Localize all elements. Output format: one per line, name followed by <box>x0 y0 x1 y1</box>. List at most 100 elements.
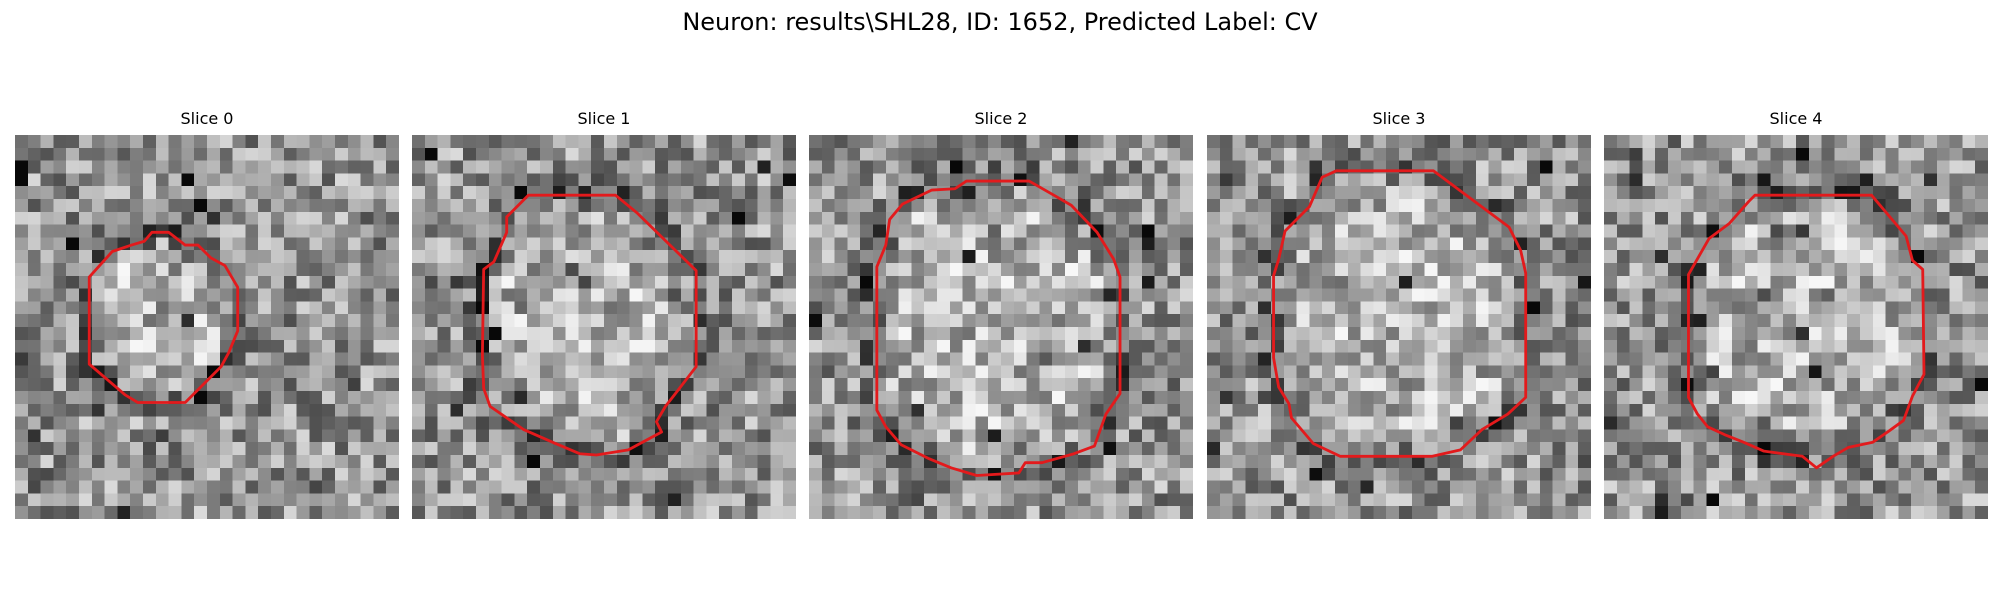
image-pixel <box>1834 365 1848 379</box>
image-pixel <box>1129 391 1143 405</box>
image-pixel <box>322 160 336 174</box>
image-pixel <box>1949 224 1963 238</box>
image-pixel <box>591 391 605 405</box>
image-pixel <box>1065 160 1079 174</box>
image-pixel <box>1116 173 1130 187</box>
image-pixel <box>1770 237 1784 251</box>
image-pixel <box>604 199 618 213</box>
image-pixel <box>719 378 733 392</box>
image-pixel <box>1706 275 1720 289</box>
image-pixel <box>1283 173 1297 187</box>
image-pixel <box>437 416 451 430</box>
image-pixel <box>373 135 387 149</box>
image-pixel <box>40 480 54 494</box>
image-pixel <box>1141 199 1155 213</box>
image-pixel <box>309 301 323 315</box>
image-pixel <box>629 455 643 469</box>
image-pixel <box>591 135 605 149</box>
image-pixel <box>386 467 399 481</box>
image-pixel <box>1141 211 1155 225</box>
image-pixel <box>66 327 80 341</box>
image-pixel <box>1872 224 1886 238</box>
image-pixel <box>1026 288 1040 302</box>
image-pixel <box>450 263 464 277</box>
image-pixel <box>66 493 80 507</box>
image-pixel <box>91 467 105 481</box>
image-pixel <box>706 160 720 174</box>
image-pixel <box>680 455 694 469</box>
image-pixel <box>680 186 694 200</box>
image-pixel <box>988 391 1002 405</box>
image-pixel <box>924 352 938 366</box>
image-pixel <box>15 378 29 392</box>
image-pixel <box>53 467 67 481</box>
image-pixel <box>1668 339 1682 353</box>
image-pixel <box>155 173 169 187</box>
image-pixel <box>655 314 669 328</box>
image-pixel <box>1360 186 1374 200</box>
image-pixel <box>501 327 515 341</box>
image-pixel <box>130 455 144 469</box>
image-pixel <box>130 275 144 289</box>
image-pixel <box>104 480 118 494</box>
image-pixel <box>1322 147 1336 161</box>
slice-image <box>809 135 1193 519</box>
image-pixel <box>732 429 746 443</box>
image-pixel <box>194 224 208 238</box>
image-pixel <box>1026 211 1040 225</box>
image-pixel <box>15 480 29 494</box>
image-pixel <box>1783 288 1797 302</box>
image-pixel <box>1770 250 1784 264</box>
image-pixel <box>424 429 438 443</box>
image-pixel <box>1642 480 1656 494</box>
image-pixel <box>706 275 720 289</box>
image-pixel <box>1885 275 1899 289</box>
image-pixel <box>1437 301 1451 315</box>
image-pixel <box>1475 263 1489 277</box>
image-pixel <box>476 186 490 200</box>
image-pixel <box>1629 301 1643 315</box>
image-pixel <box>783 416 796 430</box>
image-pixel <box>1309 237 1323 251</box>
image-pixel <box>1680 403 1694 417</box>
image-pixel <box>27 429 41 443</box>
image-pixel <box>1077 288 1091 302</box>
image-pixel <box>1180 199 1193 213</box>
image-pixel <box>1565 147 1579 161</box>
image-pixel <box>360 352 374 366</box>
image-pixel <box>1655 416 1669 430</box>
image-pixel <box>1245 199 1259 213</box>
image-pixel <box>1309 314 1323 328</box>
image-pixel <box>719 480 733 494</box>
image-pixel <box>386 147 399 161</box>
image-pixel <box>1296 442 1310 456</box>
image-pixel <box>847 173 861 187</box>
image-pixel <box>604 455 618 469</box>
image-pixel <box>860 211 874 225</box>
image-pixel <box>873 352 887 366</box>
image-pixel <box>937 301 951 315</box>
image-pixel <box>911 429 925 443</box>
image-pixel <box>821 327 835 341</box>
image-pixel <box>424 442 438 456</box>
image-pixel <box>1604 493 1618 507</box>
image-pixel <box>744 263 758 277</box>
image-pixel <box>1347 250 1361 264</box>
image-pixel <box>514 186 528 200</box>
image-pixel <box>911 403 925 417</box>
image-pixel <box>1065 506 1079 519</box>
image-pixel <box>911 199 925 213</box>
image-pixel <box>1604 211 1618 225</box>
image-pixel <box>53 391 67 405</box>
image-pixel <box>847 199 861 213</box>
image-pixel <box>66 442 80 456</box>
image-pixel <box>1013 224 1027 238</box>
image-pixel <box>1077 416 1091 430</box>
image-pixel <box>437 455 451 469</box>
image-pixel <box>168 416 182 430</box>
image-pixel <box>1732 339 1746 353</box>
image-pixel <box>1552 288 1566 302</box>
image-pixel <box>1258 365 1272 379</box>
image-pixel <box>1103 173 1117 187</box>
image-pixel <box>501 314 515 328</box>
